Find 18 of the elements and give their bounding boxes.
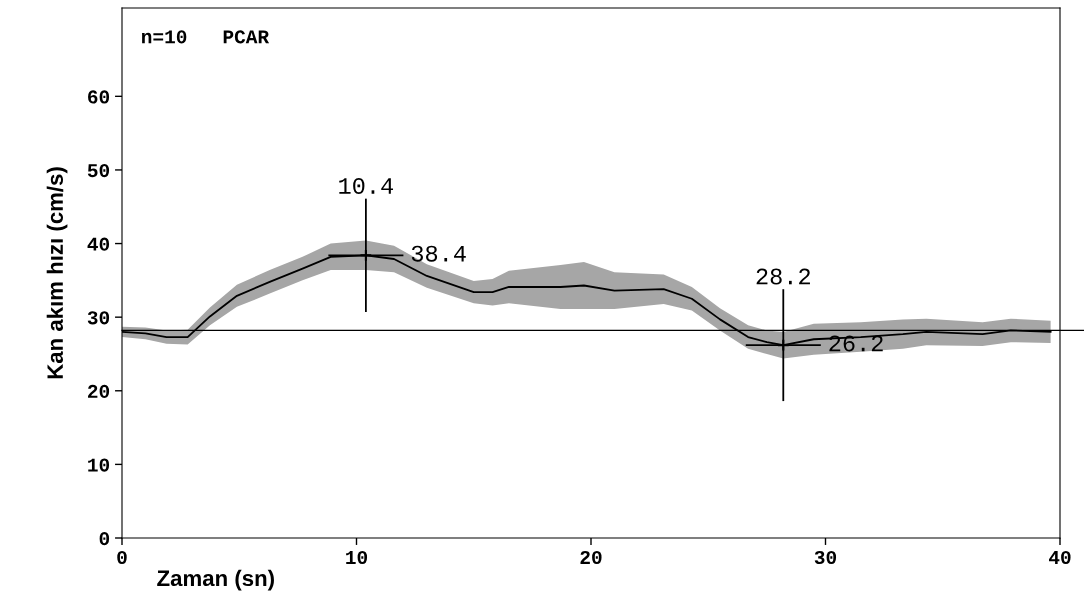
- x-tick-label: 40: [1049, 550, 1071, 565]
- annotation: 10.4: [339, 177, 394, 194]
- x-tick-label: 10: [346, 550, 368, 565]
- annotation: n=10 PCAR: [142, 30, 270, 44]
- x-axis-title: Zaman (sn): [157, 569, 274, 591]
- annotation: 38.4: [411, 245, 466, 262]
- y-tick-label: 40: [87, 237, 110, 251]
- x-tick-label: 30: [814, 550, 837, 565]
- x-tick-label: 0: [117, 550, 127, 565]
- y-tick-label: 50: [87, 163, 110, 178]
- y-tick-label: 10: [88, 458, 110, 472]
- y-tick-label: 60: [88, 90, 110, 104]
- y-axis-title: Kan akım hızı (cm/s): [46, 167, 68, 379]
- x-tick-label: 20: [580, 550, 602, 565]
- annotation: 28.2: [756, 268, 810, 285]
- y-tick-label: 0: [99, 532, 110, 546]
- y-tick-label: 30: [87, 311, 110, 325]
- y-tick-label: 20: [88, 384, 110, 399]
